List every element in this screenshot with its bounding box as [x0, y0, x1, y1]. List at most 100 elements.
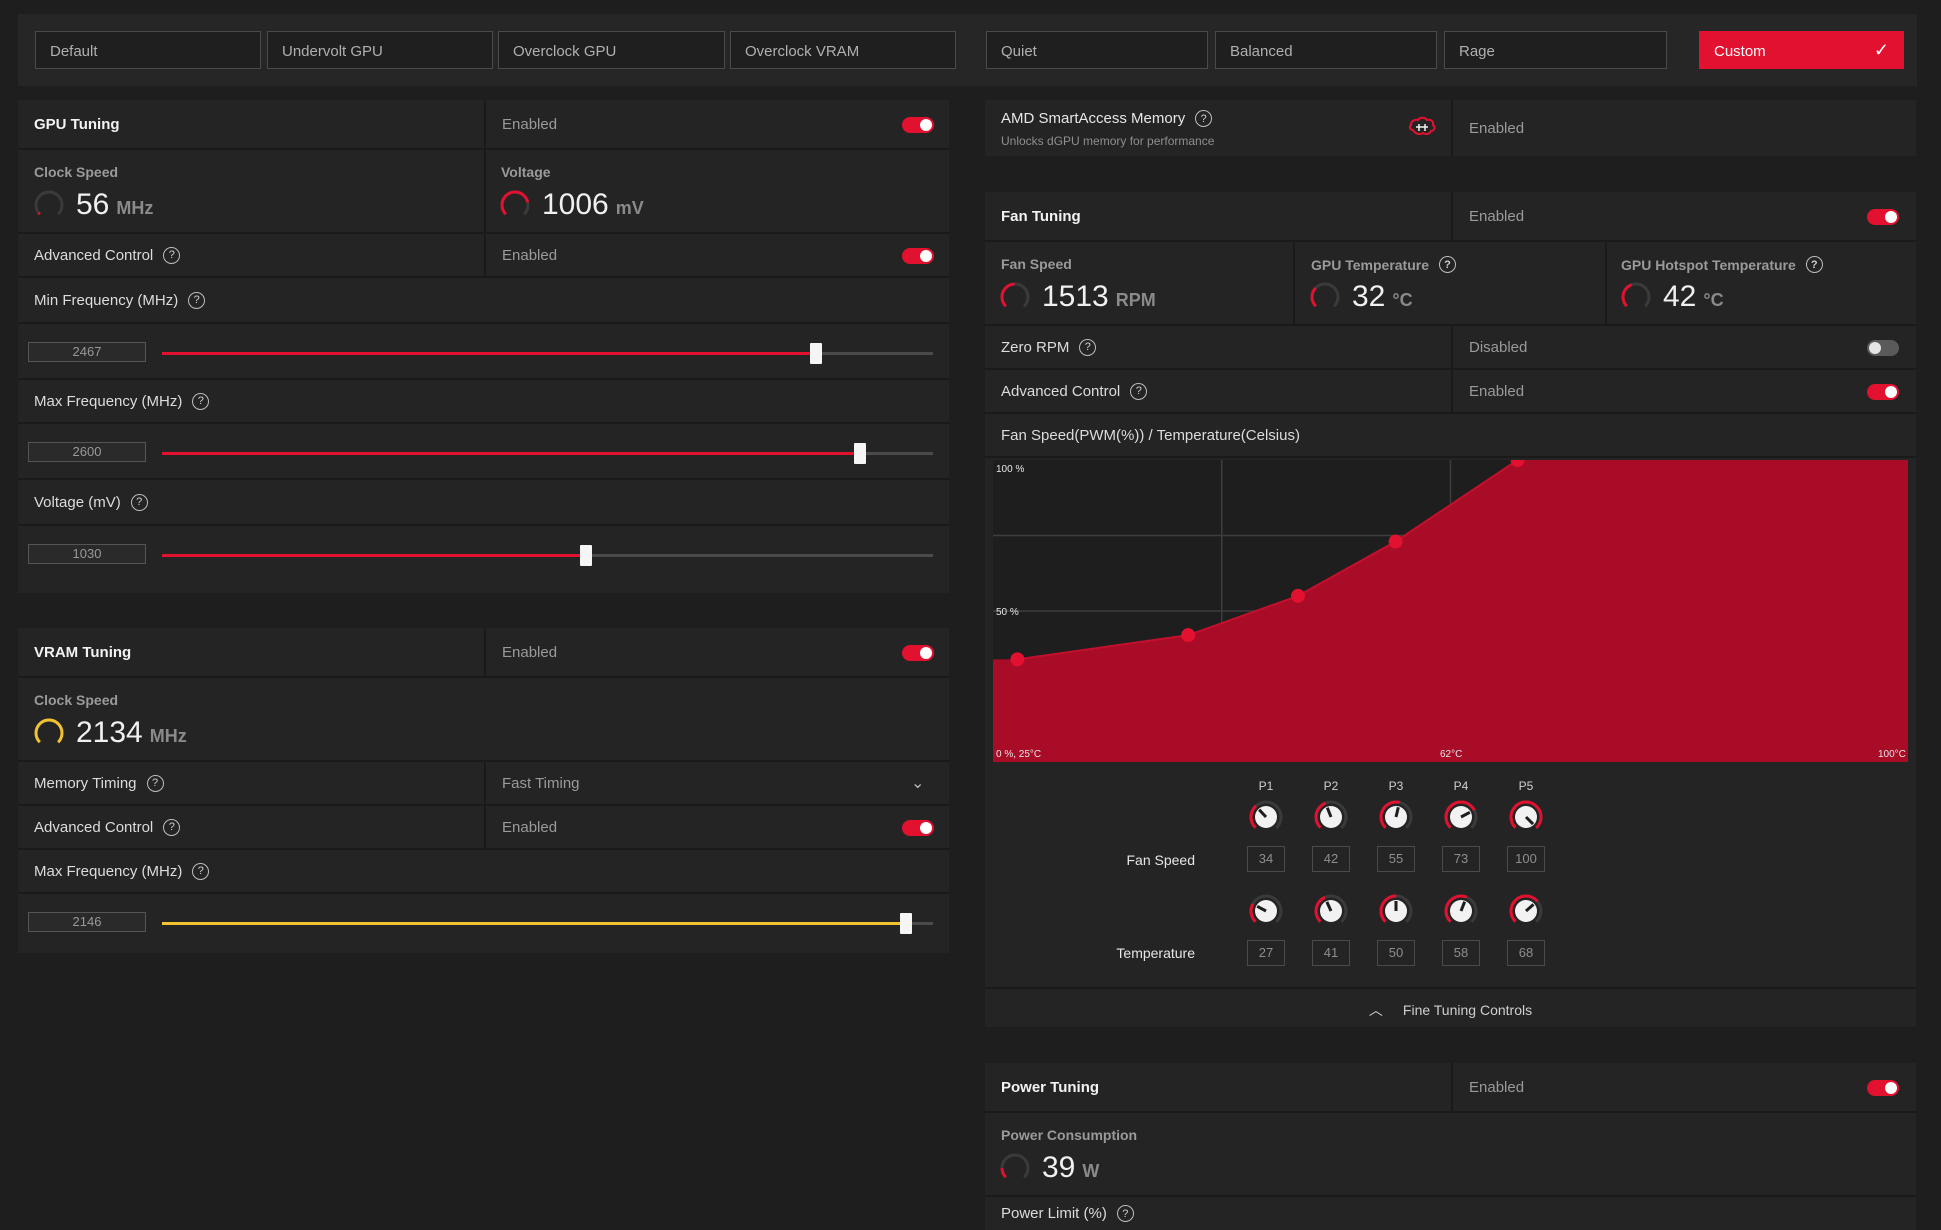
fan-speed-knob-3[interactable] [1378, 799, 1414, 835]
gpu-hotspot-temperature-label: GPU Hotspot Temperature? [1621, 256, 1823, 273]
vram-max-frequency-slider[interactable] [162, 913, 933, 934]
help-icon[interactable]: ? [1439, 256, 1456, 273]
voltage-gauge-icon [500, 190, 530, 220]
slider-thumb[interactable] [853, 443, 866, 464]
help-icon[interactable]: ? [188, 291, 206, 309]
fine-tuning-controls-button[interactable]: ︿ Fine Tuning Controls [1368, 1002, 1533, 1018]
fan-speed-knob-1[interactable] [1248, 799, 1284, 835]
power-gauge-icon [1000, 1153, 1030, 1183]
help-icon[interactable]: ? [146, 774, 164, 792]
preset-overclock-gpu-button[interactable]: Overclock GPU [498, 31, 725, 69]
fan-tuning-title: Fan Tuning [1001, 207, 1081, 225]
x-axis-mid-label: 62°C [1440, 749, 1462, 760]
y-axis-top-label: 100 % [996, 464, 1024, 475]
smart-access-memory-panel: AMD SmartAccess Memory? Unlocks dGPU mem… [985, 100, 1916, 156]
temperature-value-box-3[interactable]: 50 [1377, 940, 1415, 966]
power-limit-label: Power Limit (%)? [985, 1197, 1451, 1230]
fan-speed-knob-5[interactable] [1508, 799, 1544, 835]
fan-speed-knob-2[interactable] [1313, 799, 1349, 835]
fan-speed-value-box-5[interactable]: 100 [1507, 846, 1545, 872]
fan-point-controls: Fan Speed Temperature P1 34 27 P2 42 41 P3 55 50… [985, 772, 1916, 982]
preset-undervolt-gpu-button[interactable]: Undervolt GPU [267, 31, 493, 69]
slider-thumb[interactable] [900, 913, 912, 934]
fan-speed-gauge-icon [1000, 282, 1030, 312]
vram-tuning-panel: VRAM Tuning Enabled Clock Speed 2134 MHz … [18, 628, 949, 953]
gpu-tuning-toggle[interactable] [902, 117, 934, 133]
temperature-knob-5[interactable] [1508, 893, 1544, 929]
min-frequency-value-input[interactable]: 2467 [28, 342, 146, 362]
preset-quiet-button[interactable]: Quiet [986, 31, 1208, 69]
fan-speed-value-box-2[interactable]: 42 [1312, 846, 1350, 872]
voltage-slider[interactable] [162, 545, 933, 566]
tuning-preset-bar-right: Quiet Balanced Rage Custom ✓ [967, 14, 1917, 86]
fan-speed-value-box-3[interactable]: 55 [1377, 846, 1415, 872]
gpu-advanced-control-toggle[interactable] [902, 248, 934, 264]
help-icon[interactable]: ? [130, 493, 148, 511]
clock-gauge-icon [34, 190, 64, 220]
max-frequency-value-input[interactable]: 2600 [28, 442, 146, 462]
point-label-4: P4 [1453, 779, 1469, 793]
fan-speed-value-box-1[interactable]: 34 [1247, 846, 1285, 872]
power-tuning-toggle[interactable] [1867, 1080, 1899, 1096]
fan-curve-chart[interactable]: 100 % 50 % 0 %, 25°C 62°C 100°C [993, 460, 1908, 762]
point-label-3: P3 [1388, 779, 1404, 793]
vram-max-frequency-value-input[interactable]: 2146 [28, 912, 146, 932]
vram-advanced-control-toggle[interactable] [902, 820, 934, 836]
preset-balanced-button[interactable]: Balanced [1215, 31, 1437, 69]
temperature-knob-1[interactable] [1248, 893, 1284, 929]
voltage-slider-label: Voltage (mV)? [18, 480, 518, 524]
temperature-knob-2[interactable] [1313, 893, 1349, 929]
fan-speed-row-label: Fan Speed [1126, 852, 1196, 868]
slider-thumb[interactable] [580, 545, 593, 566]
vram-clock-speed-readout: 2134 MHz [76, 716, 187, 749]
preset-custom-button[interactable]: Custom ✓ [1699, 31, 1904, 69]
fan-advanced-control-label: Advanced Control? [985, 370, 1451, 412]
min-frequency-slider[interactable] [162, 343, 933, 364]
temperature-value-box-5[interactable]: 68 [1507, 940, 1545, 966]
temperature-value-box-2[interactable]: 41 [1312, 940, 1350, 966]
power-tuning-panel: Power Tuning Enabled Power Consumption 3… [985, 1063, 1916, 1230]
memory-timing-dropdown[interactable]: Fast Timing [484, 762, 949, 804]
y-axis-mid-label: 50 % [996, 607, 1019, 618]
fan-curve-points[interactable] [1010, 460, 1525, 667]
gpu-hotspot-temperature-readout: 42 °C [1663, 280, 1724, 313]
fan-speed-value-box-4[interactable]: 73 [1442, 846, 1480, 872]
voltage-value-input[interactable]: 1030 [28, 544, 146, 564]
chevron-down-icon[interactable]: ⌄ [911, 775, 925, 792]
fan-curve-point-5[interactable] [1510, 460, 1525, 467]
help-icon[interactable]: ? [163, 246, 181, 264]
help-icon[interactable]: ? [1195, 110, 1213, 127]
help-icon[interactable]: ? [1805, 256, 1823, 273]
sam-subtitle: Unlocks dGPU memory for performance [1001, 134, 1215, 148]
help-icon[interactable]: ? [163, 818, 181, 836]
fan-advanced-control-toggle[interactable] [1867, 384, 1899, 400]
max-frequency-label: Max Frequency (MHz)? [18, 380, 518, 422]
preset-rage-button[interactable]: Rage [1444, 31, 1667, 69]
max-frequency-slider[interactable] [162, 443, 933, 464]
vram-tuning-toggle[interactable] [902, 645, 934, 661]
preset-default-button[interactable]: Default [35, 31, 261, 69]
fan-curve-point-4[interactable] [1388, 534, 1403, 549]
gpu-tuning-title: GPU Tuning [34, 115, 120, 133]
temperature-value-box-4[interactable]: 58 [1442, 940, 1480, 966]
fan-curve-point-2[interactable] [1181, 628, 1196, 643]
gpu-temperature-gauge-icon [1310, 282, 1340, 312]
help-icon[interactable]: ? [1079, 338, 1097, 356]
fan-curve-point-1[interactable] [1010, 652, 1025, 667]
temperature-knob-4[interactable] [1443, 893, 1479, 929]
fan-tuning-status: Enabled [1451, 192, 1916, 240]
help-icon[interactable]: ? [1130, 382, 1148, 400]
power-consumption-readout: 39 W [1042, 1151, 1100, 1184]
help-icon[interactable]: ? [192, 862, 210, 880]
vram-max-frequency-label: Max Frequency (MHz)? [18, 850, 518, 892]
temperature-value-box-1[interactable]: 27 [1247, 940, 1285, 966]
zero-rpm-toggle[interactable] [1867, 340, 1899, 356]
fan-tuning-toggle[interactable] [1867, 209, 1899, 225]
slider-thumb[interactable] [809, 343, 822, 364]
help-icon[interactable]: ? [192, 392, 210, 410]
preset-overclock-vram-button[interactable]: Overclock VRAM [730, 31, 956, 69]
fan-curve-point-3[interactable] [1291, 588, 1305, 603]
fan-speed-knob-4[interactable] [1443, 799, 1479, 835]
temperature-knob-3[interactable] [1378, 893, 1414, 929]
help-icon[interactable]: ? [1116, 1205, 1134, 1222]
